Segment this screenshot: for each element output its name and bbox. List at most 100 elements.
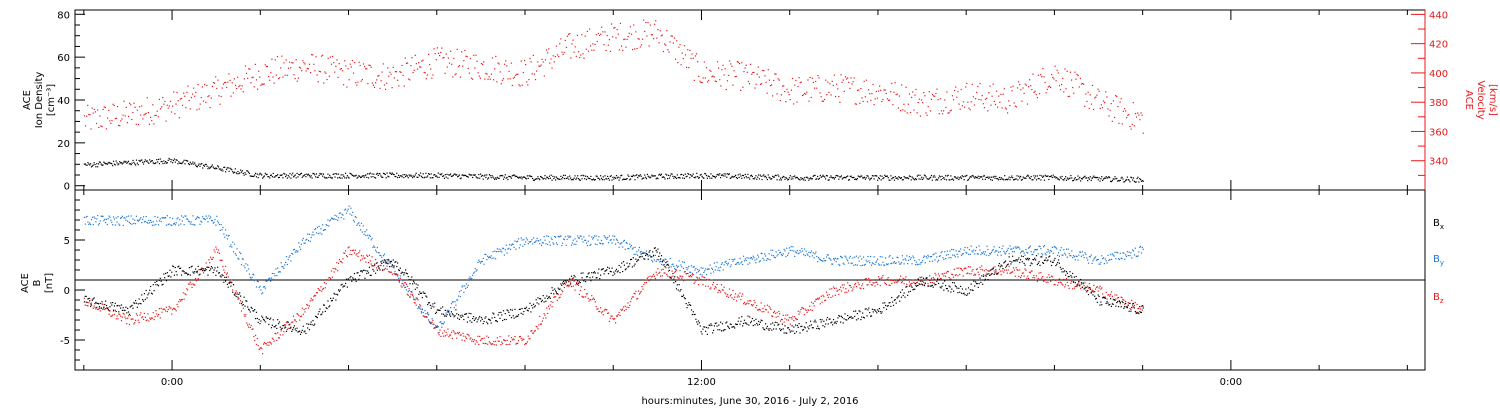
by-point [118, 223, 119, 224]
bx-point [155, 284, 156, 285]
bz-point [953, 277, 954, 278]
density-point [290, 178, 291, 179]
bx-point [236, 296, 237, 297]
by-point [259, 286, 260, 287]
bz-point [902, 281, 903, 282]
velocity-point [278, 78, 279, 79]
bz-point [794, 316, 795, 317]
velocity-point [482, 64, 483, 65]
density-point [145, 159, 146, 160]
velocity-point [1115, 95, 1116, 96]
by-point [783, 253, 784, 254]
bz-point [490, 342, 491, 343]
velocity-point [100, 125, 101, 126]
by-point [861, 258, 862, 259]
velocity-point [978, 99, 979, 100]
bx-point [345, 283, 346, 284]
bz-point [748, 303, 749, 304]
velocity-point [742, 87, 743, 88]
bz-point [839, 289, 840, 290]
velocity-point [684, 45, 685, 46]
by-point [828, 254, 829, 255]
by-point [593, 237, 594, 238]
density-point [784, 176, 785, 177]
bx-point [242, 301, 243, 302]
velocity-point [129, 103, 130, 104]
bz-point [446, 332, 447, 333]
velocity-point [136, 124, 137, 125]
velocity-point [857, 90, 858, 91]
bz-point [882, 275, 883, 276]
bz-point [995, 271, 996, 272]
velocity-point [794, 85, 795, 86]
by-point [376, 251, 377, 252]
density-point [790, 175, 791, 176]
by-point [1104, 263, 1105, 264]
velocity-point [784, 91, 785, 92]
bz-point [788, 320, 789, 321]
density-point [521, 176, 522, 177]
bx-point [90, 306, 91, 307]
bz-point [628, 307, 629, 308]
by-point [605, 237, 606, 238]
bz-point [879, 278, 880, 279]
density-point [169, 159, 170, 160]
bx-point [195, 269, 196, 270]
by-point [531, 239, 532, 240]
bz-point [733, 299, 734, 300]
velocity-point [597, 41, 598, 42]
velocity-point [560, 38, 561, 39]
bx-point [144, 293, 145, 294]
density-point [296, 177, 297, 178]
by-point [179, 219, 180, 220]
density-point [1059, 179, 1060, 180]
by-point [852, 257, 853, 258]
velocity-point [1105, 91, 1106, 92]
bz-point [461, 340, 462, 341]
bz-point [353, 250, 354, 251]
by-point [1114, 252, 1115, 253]
by-point [787, 255, 788, 256]
bz-point [799, 311, 800, 312]
bz-point [576, 282, 577, 283]
density-point [373, 174, 374, 175]
velocity-point [143, 114, 144, 115]
bz-point [507, 344, 508, 345]
by-point [386, 259, 387, 260]
by-point [277, 267, 278, 268]
bz-point [704, 277, 705, 278]
by-point [826, 256, 827, 257]
density-point [964, 179, 965, 180]
density-point [675, 177, 676, 178]
bx-point [223, 282, 224, 283]
density-point [551, 175, 552, 176]
bz-point [523, 339, 524, 340]
by-point [286, 256, 287, 257]
by-point [874, 256, 875, 257]
by-point [986, 246, 987, 247]
bz-point [477, 336, 478, 337]
bz-point [608, 312, 609, 313]
velocity-point [856, 104, 857, 105]
density-point [615, 178, 616, 179]
velocity-point [899, 95, 900, 96]
bz-point [1095, 288, 1096, 289]
density-point [596, 176, 597, 177]
by-point [116, 217, 117, 218]
bz-point [701, 279, 702, 280]
by-point [589, 245, 590, 246]
bz-point [782, 319, 783, 320]
by-point [812, 255, 813, 256]
by-point [775, 257, 776, 258]
velocity-point [334, 72, 335, 73]
bz-point [570, 282, 571, 283]
bz-point [1016, 267, 1017, 268]
velocity-point [1005, 107, 1006, 108]
by-point [521, 237, 522, 238]
velocity-point [824, 99, 825, 100]
density-point [343, 176, 344, 177]
by-point [400, 275, 401, 276]
bz-point [941, 278, 942, 279]
bx-point [311, 324, 312, 325]
by-point [1039, 246, 1040, 247]
